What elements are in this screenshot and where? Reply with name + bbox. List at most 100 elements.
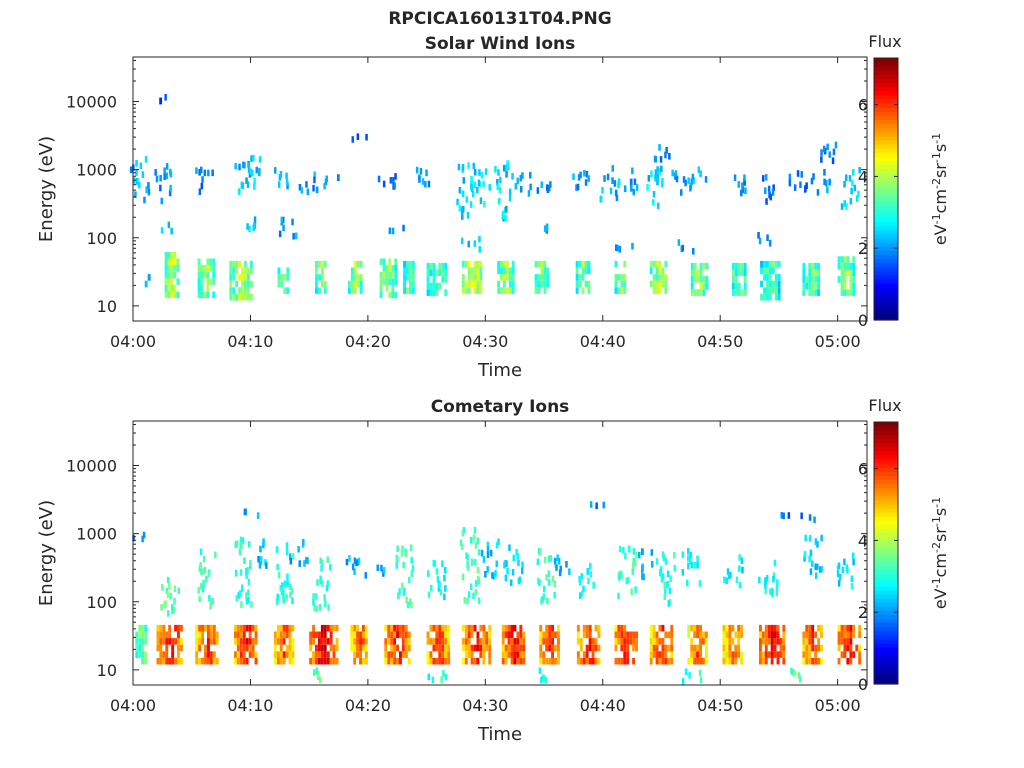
- heatmap-cell: [774, 274, 778, 281]
- x-tick-label: 04:40: [580, 696, 626, 715]
- colorbar-swatch: [874, 160, 898, 166]
- heatmap-cell: [664, 631, 668, 639]
- heatmap-cell: [858, 624, 862, 632]
- heatmap-cell: [618, 246, 622, 253]
- heatmap-cell: [799, 676, 802, 683]
- heatmap-cell: [164, 600, 167, 607]
- heatmap-cell: [395, 562, 398, 569]
- colorbar-swatch: [874, 614, 898, 620]
- heatmap-cell: [849, 262, 853, 270]
- heatmap-cell: [279, 631, 283, 639]
- heatmap-cell: [660, 575, 664, 583]
- heatmap-cell: [476, 267, 480, 275]
- heatmap-cell: [664, 151, 667, 159]
- heatmap-cell: [170, 291, 174, 299]
- heatmap-cell: [767, 638, 771, 645]
- heatmap-cell: [841, 566, 845, 574]
- heatmap-cell: [241, 274, 244, 281]
- heatmap-cell: [472, 534, 476, 541]
- heatmap-cell: [840, 638, 844, 645]
- heatmap-cell: [252, 154, 255, 162]
- heatmap-cell: [510, 657, 514, 665]
- heatmap-cell: [277, 571, 281, 579]
- heatmap-cell: [689, 551, 693, 559]
- heatmap-cell: [632, 638, 635, 645]
- y-tick-label: 10: [97, 661, 117, 680]
- heatmap-cell: [614, 274, 618, 281]
- heatmap-cell: [285, 624, 289, 632]
- heatmap-cell: [546, 274, 550, 281]
- heatmap-cell: [411, 267, 415, 275]
- heatmap-cell: [197, 265, 201, 272]
- heatmap-cell: [408, 576, 411, 584]
- heatmap-cell: [693, 644, 697, 652]
- heatmap-cell: [235, 540, 239, 548]
- heatmap-cell: [206, 278, 210, 285]
- heatmap-cell: [318, 638, 321, 645]
- heatmap-cell: [165, 172, 168, 180]
- heatmap-cell: [577, 174, 581, 181]
- heatmap-cell: [771, 280, 775, 288]
- heatmap-cell: [479, 197, 483, 204]
- heatmap-cell: [579, 638, 583, 645]
- heatmap-cell: [617, 638, 621, 645]
- colorbar-swatch: [874, 577, 898, 583]
- heatmap-cell: [843, 282, 847, 290]
- heatmap-cell: [620, 274, 624, 281]
- heatmap-cell: [852, 169, 855, 176]
- heatmap-cell: [209, 258, 213, 266]
- heatmap-cell: [285, 631, 289, 639]
- heatmap-cell: [521, 567, 524, 575]
- heatmap-cell: [476, 280, 480, 288]
- colorbar-tick-label: 2: [858, 239, 868, 258]
- heatmap-cell: [277, 267, 281, 275]
- heatmap-cell: [553, 580, 557, 588]
- colorbar-frame: [873, 57, 899, 321]
- heatmap-cell: [160, 197, 163, 205]
- heatmap-cell: [667, 631, 671, 639]
- heatmap-cell: [332, 651, 336, 658]
- heatmap-cell: [540, 676, 543, 684]
- heatmap-cell: [403, 260, 406, 268]
- heatmap-cell: [516, 552, 519, 560]
- colorbar-swatch: [874, 495, 898, 501]
- heatmap-cell: [312, 184, 315, 192]
- heatmap-cell: [665, 581, 669, 589]
- heatmap-cell: [242, 657, 246, 665]
- heatmap-cell: [384, 644, 388, 652]
- colorbar-swatch: [874, 446, 898, 452]
- heatmap-cell: [534, 274, 538, 281]
- heatmap-cell: [671, 169, 674, 177]
- heatmap-cell: [173, 291, 177, 299]
- heatmap-cell: [232, 267, 236, 275]
- heatmap-cell: [240, 601, 243, 608]
- heatmap-cell: [498, 186, 502, 194]
- heatmap-cell: [215, 631, 219, 639]
- heatmap-cell: [351, 136, 354, 143]
- heatmap-cell: [461, 213, 464, 220]
- heatmap-cell: [315, 287, 318, 294]
- heatmap-cell: [587, 260, 591, 268]
- heatmap-cell: [147, 274, 151, 281]
- heatmap-cell: [849, 289, 853, 296]
- heatmap-cell: [505, 260, 509, 268]
- heatmap-cell: [635, 638, 638, 645]
- heatmap-cell: [623, 631, 627, 639]
- y-tick-label: 1000: [76, 161, 117, 180]
- heatmap-cell: [507, 163, 510, 171]
- heatmap-cell: [275, 546, 279, 553]
- heatmap-cell: [476, 274, 480, 281]
- heatmap-cell: [814, 289, 818, 296]
- heatmap-cell: [693, 289, 697, 296]
- heatmap-cell: [320, 657, 324, 665]
- heatmap-cell: [409, 260, 412, 268]
- colorbar-swatch: [874, 119, 898, 125]
- x-tick-label: 04:40: [580, 332, 626, 351]
- colorbar-swatch: [874, 458, 898, 464]
- heatmap-cell: [852, 276, 856, 283]
- colorbar-swatch: [874, 430, 898, 435]
- heatmap-cell: [240, 181, 244, 189]
- heatmap-cell: [722, 631, 726, 639]
- heatmap-cell: [447, 644, 451, 652]
- heatmap-cell: [760, 280, 763, 288]
